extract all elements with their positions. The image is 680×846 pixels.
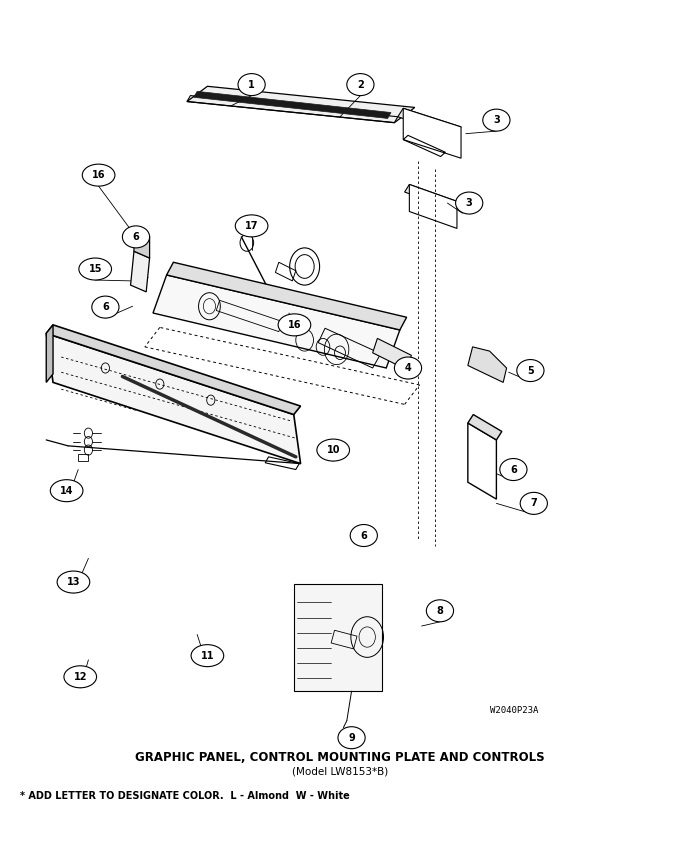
Text: 17: 17	[245, 221, 258, 231]
Polygon shape	[187, 86, 415, 123]
Text: 8: 8	[437, 606, 443, 616]
Text: 16: 16	[92, 170, 105, 180]
Polygon shape	[468, 347, 507, 382]
Text: 6: 6	[360, 530, 367, 541]
Text: W2040P23A: W2040P23A	[490, 706, 538, 716]
Text: 7: 7	[530, 498, 537, 508]
Text: 15: 15	[88, 264, 102, 274]
Text: 3: 3	[493, 115, 500, 125]
Text: GRAPHIC PANEL, CONTROL MOUNTING PLATE AND CONTROLS: GRAPHIC PANEL, CONTROL MOUNTING PLATE AN…	[135, 751, 545, 764]
Ellipse shape	[64, 666, 97, 688]
Ellipse shape	[57, 571, 90, 593]
Ellipse shape	[350, 525, 377, 547]
Ellipse shape	[456, 192, 483, 214]
Polygon shape	[194, 91, 391, 118]
Text: 3: 3	[466, 198, 473, 208]
Ellipse shape	[426, 600, 454, 622]
Ellipse shape	[122, 226, 150, 248]
Ellipse shape	[82, 164, 115, 186]
Polygon shape	[46, 333, 301, 464]
Polygon shape	[468, 415, 502, 440]
Ellipse shape	[238, 74, 265, 96]
Ellipse shape	[191, 645, 224, 667]
Ellipse shape	[347, 74, 374, 96]
Polygon shape	[405, 184, 457, 209]
Ellipse shape	[483, 109, 510, 131]
Text: 16: 16	[288, 320, 301, 330]
Polygon shape	[468, 423, 496, 499]
Polygon shape	[373, 338, 411, 370]
Ellipse shape	[92, 296, 119, 318]
Text: (Model LW8153*B): (Model LW8153*B)	[292, 766, 388, 777]
Ellipse shape	[235, 215, 268, 237]
Polygon shape	[46, 325, 53, 382]
Text: 14: 14	[60, 486, 73, 496]
Polygon shape	[294, 584, 382, 691]
Ellipse shape	[520, 492, 547, 514]
Text: * ADD LETTER TO DESIGNATE COLOR.  L - Almond  W - White: * ADD LETTER TO DESIGNATE COLOR. L - Alm…	[20, 791, 350, 801]
Text: 1: 1	[248, 80, 255, 90]
Polygon shape	[398, 108, 461, 135]
Polygon shape	[134, 230, 150, 258]
Text: 9: 9	[348, 733, 355, 743]
Ellipse shape	[50, 480, 83, 502]
Ellipse shape	[394, 357, 422, 379]
Ellipse shape	[338, 727, 365, 749]
Text: 2: 2	[357, 80, 364, 90]
Text: 6: 6	[133, 232, 139, 242]
Text: 11: 11	[201, 651, 214, 661]
Polygon shape	[403, 108, 461, 158]
Polygon shape	[167, 262, 407, 330]
Ellipse shape	[278, 314, 311, 336]
Text: 4: 4	[405, 363, 411, 373]
Ellipse shape	[500, 459, 527, 481]
Polygon shape	[46, 325, 301, 415]
Polygon shape	[409, 184, 457, 228]
Text: 10: 10	[326, 445, 340, 455]
Ellipse shape	[317, 439, 350, 461]
Text: 12: 12	[73, 672, 87, 682]
Text: 6: 6	[102, 302, 109, 312]
Ellipse shape	[79, 258, 112, 280]
Text: 13: 13	[67, 577, 80, 587]
Polygon shape	[153, 275, 400, 368]
Text: 6: 6	[510, 464, 517, 475]
Ellipse shape	[517, 360, 544, 382]
Text: 5: 5	[527, 365, 534, 376]
Polygon shape	[131, 251, 150, 292]
